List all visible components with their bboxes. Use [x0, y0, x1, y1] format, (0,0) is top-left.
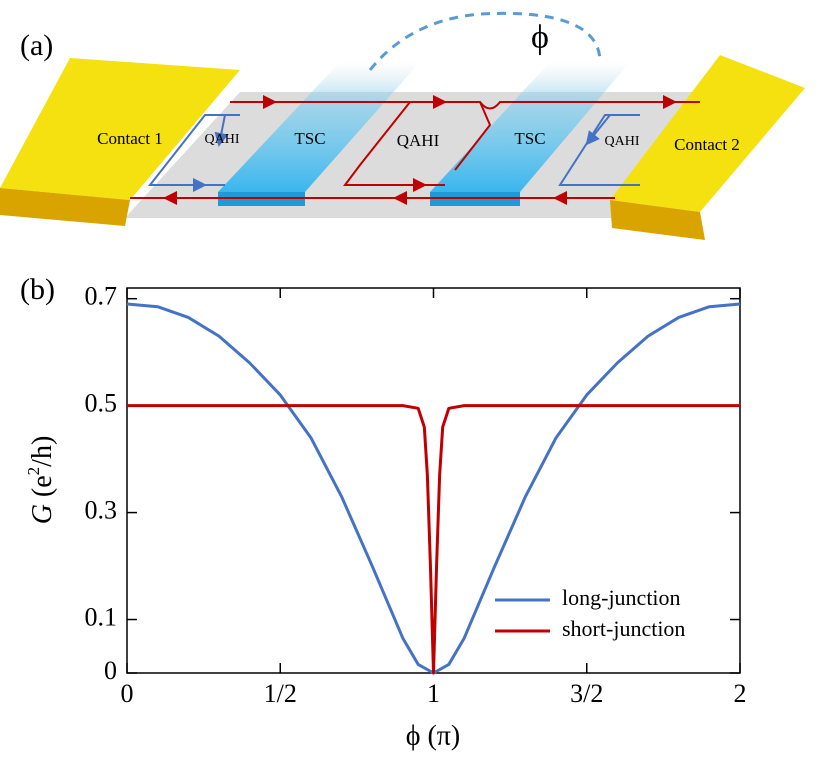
qahi-label: QAHI: [605, 134, 640, 149]
contact-1: [0, 58, 240, 200]
x-tick-label: 0: [121, 679, 134, 708]
contact-2-side: [610, 200, 705, 240]
tsc-label: TSC: [294, 129, 325, 148]
contact-1-side: [0, 188, 130, 226]
contact-2: [610, 55, 805, 212]
y-tick-label: 0: [104, 656, 117, 685]
panel-label: (a): [20, 29, 53, 62]
y-label-part: G: [27, 504, 58, 524]
y-label-part: /h): [27, 436, 58, 467]
contact-label: Contact 2: [674, 135, 740, 154]
x-tick-label: 1: [427, 679, 440, 708]
qahi-label: QAHI: [205, 132, 240, 147]
edge-states: [130, 95, 700, 205]
data-line: [127, 404, 740, 675]
tsc-label: TSC: [514, 129, 545, 148]
device-diagram: [0, 11, 805, 240]
y-label-part: 2: [24, 467, 43, 476]
phase-label: ϕ: [531, 19, 549, 56]
y-label-part: (e: [27, 475, 58, 504]
y-tick-label: 0.1: [85, 602, 118, 631]
x-tick-label: 1/2: [264, 679, 297, 708]
y-tick-label: 0.5: [85, 389, 118, 418]
tsc-2: [430, 62, 630, 192]
y-tick-label: 0.7: [85, 282, 118, 311]
x-axis-label: ϕ (π): [406, 720, 461, 751]
qahi-loops: [147, 114, 640, 192]
qahi-label: QAHI: [397, 131, 440, 150]
contact-label: Contact 1: [97, 129, 163, 148]
legend-label: short-junction: [562, 616, 685, 641]
phase-loop: [368, 11, 602, 71]
y-tick-label: 0.3: [85, 496, 118, 525]
y-axis-label: G (e2/h): [24, 436, 59, 525]
x-tick-label: 2: [734, 679, 747, 708]
legend-label: long-junction: [562, 585, 681, 610]
x-tick-label: 3/2: [570, 679, 603, 708]
tsc-1: [218, 62, 420, 192]
panel-label: (b): [20, 273, 55, 306]
